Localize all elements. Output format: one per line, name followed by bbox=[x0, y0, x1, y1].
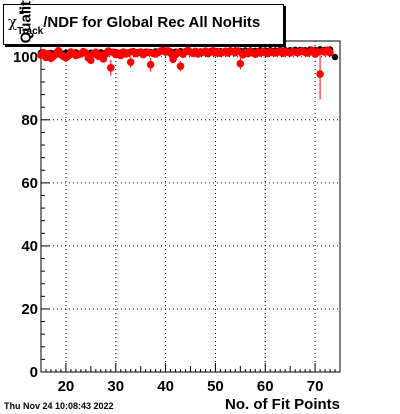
y-axis-label: Quality bbox=[17, 0, 35, 44]
red-data-point bbox=[87, 56, 95, 65]
timestamp: Thu Nov 24 10:08:43 2022 bbox=[4, 401, 114, 411]
title-sub: Track bbox=[17, 26, 44, 37]
x-tick-label: 70 bbox=[307, 378, 324, 395]
plot-frame bbox=[40, 40, 341, 373]
x-tick-label: 60 bbox=[257, 378, 274, 395]
y-tick-label: 40 bbox=[21, 238, 38, 255]
red-data-point bbox=[106, 63, 115, 72]
red-data-point bbox=[176, 62, 185, 71]
y-tick-label: 60 bbox=[21, 175, 38, 192]
red-data-point bbox=[326, 48, 334, 57]
red-data-point bbox=[316, 70, 324, 78]
red-data-point bbox=[236, 59, 245, 68]
title-chi: χ bbox=[8, 13, 18, 31]
title-sup: 2 bbox=[19, 6, 25, 16]
x-tick-label: 20 bbox=[58, 378, 75, 395]
axis-ticks: 20 30 40 50 60 70 0 20 40 60 80 100 bbox=[13, 43, 341, 395]
red-data-point bbox=[146, 60, 155, 69]
x-axis-label: No. of Fit Points bbox=[225, 396, 340, 413]
red-data-point bbox=[126, 58, 135, 66]
chart-title-box: χ 2 Track/NDF for Global Rec All NoHits bbox=[3, 4, 284, 45]
black-data-point bbox=[331, 53, 339, 61]
data-markers bbox=[37, 45, 339, 100]
y-tick-label: 0 bbox=[30, 364, 38, 381]
x-tick-label: 30 bbox=[107, 378, 124, 395]
y-tick-label: 20 bbox=[21, 301, 38, 318]
x-tick-label: 40 bbox=[157, 378, 174, 395]
y-tick-label: 100 bbox=[13, 49, 38, 66]
y-tick-label: 80 bbox=[21, 112, 38, 129]
x-tick-label: 50 bbox=[207, 378, 224, 395]
chart-title: χ 2 Track/NDF for Global Rec All NoHits bbox=[8, 6, 261, 37]
title-rest: /NDF for Global Rec All NoHits bbox=[43, 14, 261, 31]
